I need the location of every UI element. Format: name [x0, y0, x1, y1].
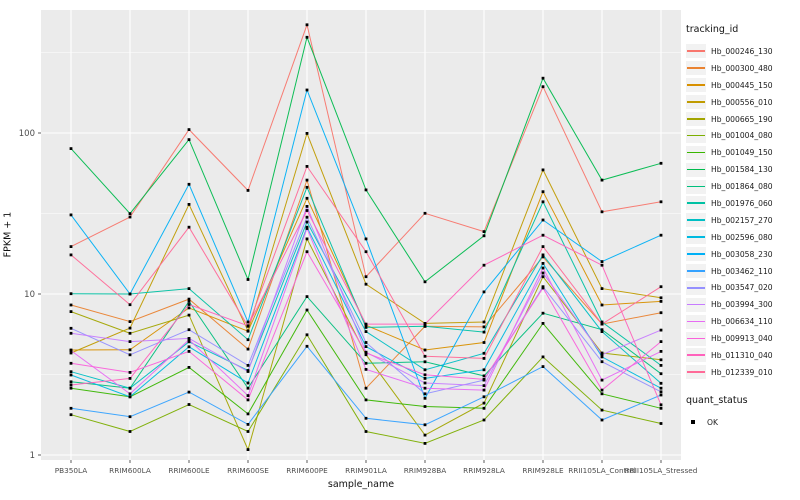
legend-key-line-icon: [686, 179, 706, 194]
legend-item-label: Hb_000246_130: [711, 46, 773, 56]
legend-item: Hb_001004_080: [686, 127, 798, 144]
legend-key-line-icon: [686, 44, 706, 59]
svg-text:RRIM928BA: RRIM928BA: [404, 466, 447, 475]
svg-text:100: 100: [19, 129, 35, 139]
legend-item: Hb_002596_080: [686, 229, 798, 246]
svg-text:1: 1: [30, 451, 35, 461]
svg-text:RRIM600LE: RRIM600LE: [168, 466, 210, 475]
legend-key-line-icon: [686, 247, 706, 262]
legend-key-line-icon: [686, 264, 706, 279]
legend-item-label: Hb_001976_060: [711, 198, 773, 208]
legend-items: Hb_000246_130 Hb_000300_480 Hb_000445_150 H…: [686, 43, 798, 381]
svg-text:RRIM928LA: RRIM928LA: [463, 466, 505, 475]
legend-item-label: Hb_000445_150: [711, 80, 773, 90]
legend-key-line-icon: [686, 145, 706, 160]
legend-item: Hb_000665_190: [686, 111, 798, 128]
legend-item-label: Hb_012339_010: [711, 367, 773, 377]
legend-item: Hb_003462_110: [686, 263, 798, 280]
legend-item-label: Hb_000300_480: [711, 63, 773, 73]
svg-text:PB350LA: PB350LA: [55, 466, 88, 475]
quant-ok-square-icon: [686, 415, 702, 429]
svg-text:RRIM600PE: RRIM600PE: [286, 466, 328, 475]
legend-key-line-icon: [686, 162, 706, 177]
legend-item-label: Hb_002157_270: [711, 215, 773, 225]
legend-item: Hb_000556_010: [686, 94, 798, 111]
legend-item-label: Hb_009913_040: [711, 334, 773, 344]
legend-item: Hb_001584_130: [686, 161, 798, 178]
legend-item: Hb_000246_130: [686, 43, 798, 60]
legend-key-line-icon: [686, 128, 706, 143]
legend-item-label: OK: [707, 417, 718, 427]
legend-item-label: Hb_003462_110: [711, 266, 773, 276]
svg-text:RRII105LA_Control: RRII105LA_Control: [568, 466, 636, 475]
legend-item-label: Hb_003058_230: [711, 249, 773, 259]
legend-item: Hb_001864_080: [686, 178, 798, 195]
legend-item: Hb_003994_300: [686, 296, 798, 313]
legend-key-line-icon: [686, 78, 706, 93]
legend-item-label: Hb_000665_190: [711, 114, 773, 124]
legend-key-line-icon: [686, 196, 706, 211]
legend-key-line-icon: [686, 365, 706, 380]
quant-status-legend: quant_status OK: [686, 395, 798, 431]
legend: tracking_id Hb_000246_130 Hb_000300_480 Hb…: [686, 24, 798, 431]
legend-item-label: Hb_000556_010: [711, 97, 773, 107]
legend-key-line-icon: [686, 314, 706, 329]
legend-item-label: Hb_003994_300: [711, 300, 773, 310]
legend-item: Hb_006634_110: [686, 313, 798, 330]
legend-item: Hb_000445_150: [686, 77, 798, 94]
legend-item: Hb_000300_480: [686, 60, 798, 77]
legend-key-line-icon: [686, 61, 706, 76]
legend-item: Hb_012339_010: [686, 364, 798, 381]
legend-item-label: Hb_003547_020: [711, 283, 773, 293]
legend-item-quant-ok: OK: [686, 414, 798, 431]
legend-item: Hb_011310_040: [686, 347, 798, 364]
svg-text:RRIM928LE: RRIM928LE: [522, 466, 564, 475]
legend-item: Hb_003058_230: [686, 246, 798, 263]
legend-item: Hb_001049_150: [686, 144, 798, 161]
legend-title-quant-status: quant_status: [686, 394, 748, 406]
legend-title-tracking-id: tracking_id: [686, 24, 739, 35]
legend-item-label: Hb_011310_040: [711, 350, 773, 360]
legend-key-line-icon: [686, 297, 706, 312]
legend-item: Hb_002157_270: [686, 212, 798, 229]
legend-item-label: Hb_001584_130: [711, 165, 773, 175]
legend-item-label: Hb_002596_080: [711, 232, 773, 242]
legend-item-label: Hb_006634_110: [711, 317, 773, 327]
legend-key-line-icon: [686, 230, 706, 245]
legend-item-label: Hb_001004_080: [711, 131, 773, 141]
legend-key-line-icon: [686, 112, 706, 126]
svg-text:RRIM600LA: RRIM600LA: [109, 466, 151, 475]
svg-text:RRIM600SE: RRIM600SE: [227, 466, 269, 475]
legend-key-line-icon: [686, 348, 706, 363]
legend-item: Hb_003547_020: [686, 279, 798, 296]
legend-key-line-icon: [686, 213, 706, 228]
legend-key-line-icon: [686, 331, 706, 346]
svg-text:10: 10: [24, 290, 35, 300]
legend-item-label: Hb_001049_150: [711, 148, 773, 158]
legend-item: Hb_009913_040: [686, 330, 798, 347]
legend-item: Hb_001976_060: [686, 195, 798, 212]
legend-key-line-icon: [686, 95, 706, 110]
x-axis-title: sample_name: [327, 479, 395, 490]
svg-text:RRIM901LA: RRIM901LA: [345, 466, 387, 475]
legend-item-label: Hb_001864_080: [711, 182, 773, 192]
y-axis-title: FPKM + 1: [2, 211, 14, 258]
svg-text:RRII105LA_Stressed: RRII105LA_Stressed: [625, 466, 698, 475]
legend-key-line-icon: [686, 280, 706, 295]
